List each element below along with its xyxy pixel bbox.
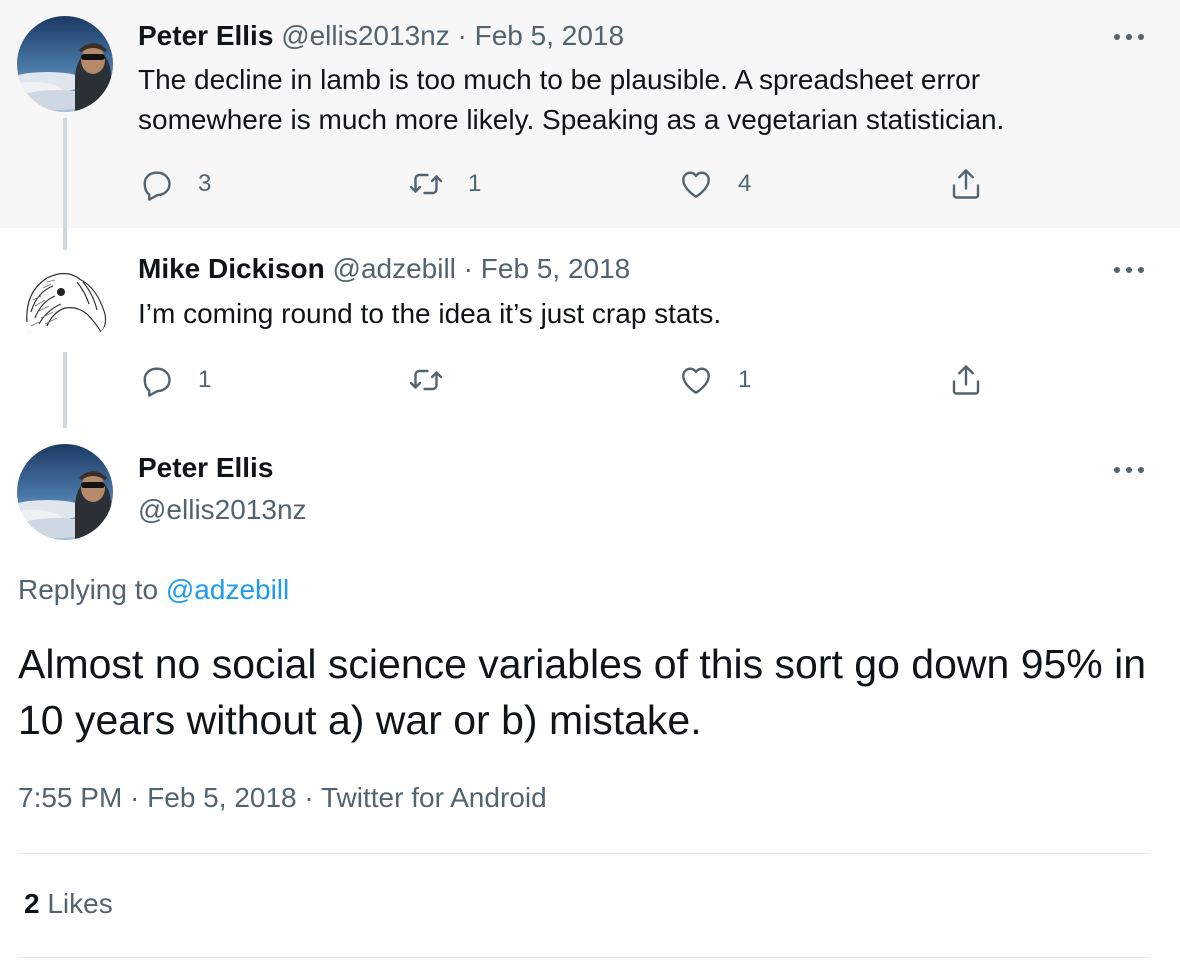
author-handle[interactable]: @ellis2013nz xyxy=(281,20,450,51)
avatar[interactable] xyxy=(17,16,113,112)
tweet-header: Mike Dickison @adzebill · Feb 5, 2018 xyxy=(138,253,630,285)
retweet-count: 1 xyxy=(468,170,482,197)
avatar[interactable] xyxy=(17,252,113,348)
thread-connector-line xyxy=(63,118,67,228)
tweet-header: Peter Ellis @ellis2013nz · Feb 5, 2018 xyxy=(138,20,624,52)
share-button[interactable] xyxy=(948,166,984,202)
retweet-icon xyxy=(409,173,443,195)
like-button[interactable]: 4 xyxy=(678,166,751,202)
thread-tweet-1[interactable]: Peter Ellis @ellis2013nz · Feb 5, 2018 T… xyxy=(0,0,1180,228)
reply-button[interactable]: 3 xyxy=(138,166,211,202)
tweet-date[interactable]: Feb 5, 2018 xyxy=(474,20,625,51)
main-tweet-text: Almost no social science variables of th… xyxy=(18,641,1147,743)
mountain-photo-avatar-image xyxy=(17,444,113,540)
more-options-icon[interactable] xyxy=(1114,466,1144,474)
author-name[interactable]: Peter Ellis xyxy=(138,20,274,51)
more-options-icon[interactable] xyxy=(1114,266,1144,274)
author-handle[interactable]: @adzebill xyxy=(332,253,456,284)
replying-prefix: Replying to xyxy=(18,574,159,605)
separator-dot: · xyxy=(457,20,467,51)
tweet-date[interactable]: Feb 5, 2018 xyxy=(480,253,631,284)
divider xyxy=(18,853,1150,854)
divider xyxy=(18,957,1150,958)
author-handle[interactable]: @ellis2013nz xyxy=(138,494,307,525)
thread-tweet-2[interactable]: Mike Dickison @adzebill · Feb 5, 2018 I’… xyxy=(0,228,1180,428)
thread-connector-line xyxy=(63,352,67,428)
reply-icon xyxy=(143,367,171,397)
tweet-actions: 3 1 4 xyxy=(138,166,998,202)
like-button[interactable]: 1 xyxy=(678,362,751,398)
author-name[interactable]: Mike Dickison xyxy=(138,253,325,284)
tweet-text: I’m coming round to the idea it’s just c… xyxy=(138,298,722,329)
heart-icon xyxy=(682,171,710,198)
retweet-button[interactable] xyxy=(408,362,468,398)
likes-summary[interactable]: 2 Likes xyxy=(24,888,113,920)
like-count: 1 xyxy=(738,366,752,393)
separator-dot: · xyxy=(463,253,473,284)
reply-count: 3 xyxy=(198,170,212,197)
mention-link[interactable]: @adzebill xyxy=(165,574,290,605)
heart-icon xyxy=(682,367,710,394)
likes-label: Likes xyxy=(47,888,113,919)
retweet-button[interactable]: 1 xyxy=(408,166,481,202)
likes-count: 2 xyxy=(24,888,40,919)
retweet-icon xyxy=(409,369,443,391)
tweet-text: The decline in lamb is too much to be pl… xyxy=(138,64,1005,135)
like-count: 4 xyxy=(738,170,752,197)
more-options-icon[interactable] xyxy=(1114,33,1144,41)
reply-button[interactable]: 1 xyxy=(138,362,211,398)
thread-connector-line xyxy=(63,228,67,250)
tweet-actions: 1 1 xyxy=(138,362,998,398)
reply-icon xyxy=(143,171,171,201)
avatar[interactable] xyxy=(17,444,113,540)
share-button[interactable] xyxy=(948,362,984,398)
bird-sketch-avatar-image xyxy=(17,252,113,348)
share-icon xyxy=(952,169,980,199)
mountain-photo-avatar-image xyxy=(17,16,113,112)
share-icon xyxy=(952,365,980,395)
author-name[interactable]: Peter Ellis xyxy=(138,452,274,483)
reply-count: 1 xyxy=(198,366,212,393)
replying-to: Replying to @adzebill xyxy=(18,574,289,606)
tweet-timestamp[interactable]: 7:55 PM · Feb 5, 2018 · Twitter for Andr… xyxy=(18,782,547,813)
